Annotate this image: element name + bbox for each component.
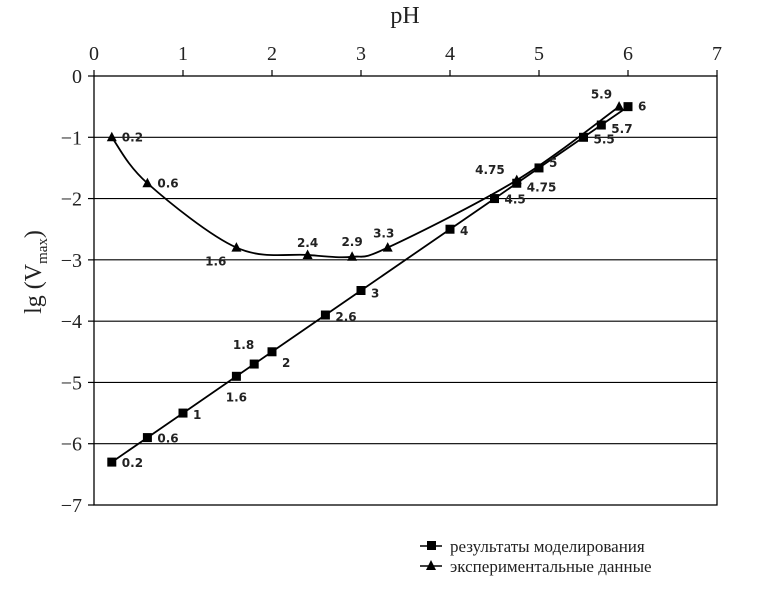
point-experiment [382, 242, 393, 252]
point-label-model: 5 [549, 156, 557, 170]
point-label-model: 6 [638, 100, 646, 114]
point-label-model: 0.2 [122, 456, 143, 470]
point-label-experiment: 0.2 [122, 130, 143, 144]
point-model [356, 286, 366, 295]
x-tick-label: 0 [89, 43, 99, 65]
x-axis-title: pH [390, 3, 419, 29]
point-model [320, 310, 330, 320]
y-axis-title-main: lg (V [21, 263, 47, 314]
x-tick-label: 1 [178, 43, 188, 65]
point-label-model: 2.6 [335, 310, 356, 324]
y-tick-label: −1 [61, 127, 82, 149]
point-model [142, 433, 152, 443]
y-tick-label: −7 [61, 495, 82, 517]
point-label-experiment: 2.4 [297, 236, 318, 250]
x-tick-label: 4 [445, 43, 455, 65]
legend: результаты моделирования экспериментальн… [420, 537, 652, 576]
point-experiment [106, 131, 117, 142]
x-tick-label: 5 [534, 43, 544, 65]
point-label-experiment: 5.9 [591, 88, 612, 102]
point-label-experiment: 0.6 [157, 176, 178, 190]
point-model [107, 457, 117, 467]
point-model [534, 163, 544, 173]
y-tick-label: −5 [61, 372, 82, 394]
gridlines [94, 136, 717, 445]
point-experiment [231, 242, 242, 252]
point-model [490, 194, 499, 204]
series-layer [106, 101, 633, 467]
x-tick-label: 2 [267, 43, 277, 65]
axes: 0 −1 −2 −3 −4 −5 −6 −7 0 1 2 3 4 5 6 7 [61, 43, 722, 517]
legend-triangle-marker [426, 560, 436, 570]
y-tick-label: −4 [61, 311, 82, 333]
point-label-model: 4 [460, 224, 468, 238]
point-label-experiment: 1.6 [205, 255, 226, 269]
legend-square-marker [427, 541, 436, 550]
point-label-model: 3 [371, 287, 379, 301]
point-model [623, 102, 633, 112]
point-model [249, 359, 259, 369]
point-label-model: 4.5 [505, 193, 526, 207]
point-label-model: 5.5 [594, 132, 615, 146]
point-label-experiment: 4.75 [475, 163, 505, 177]
point-label-model: 0.6 [157, 432, 178, 446]
point-label-model: 4.75 [527, 180, 557, 194]
y-axis-title-subscript: max [35, 238, 51, 264]
point-label-model: 5.7 [611, 122, 632, 136]
y-tick-label: −2 [61, 189, 82, 211]
point-model [445, 224, 455, 234]
point-label-experiment: 2.9 [341, 235, 362, 249]
plot-frame [93, 75, 718, 506]
x-tick-label: 3 [356, 43, 366, 65]
legend-label-model: результаты моделирования [450, 537, 645, 556]
x-tick-label: 6 [623, 43, 633, 65]
point-model [178, 408, 188, 418]
point-experiment [614, 101, 625, 111]
point-label-experiment: 3.3 [373, 227, 394, 241]
y-tick-label: −6 [61, 434, 82, 456]
point-model [267, 347, 277, 357]
point-label-model: 2 [282, 356, 290, 370]
point-label-model: 1.6 [226, 390, 247, 404]
point-experiment [347, 251, 358, 261]
point-experiment [511, 174, 522, 185]
y-tick-label: −3 [61, 250, 82, 272]
point-model [231, 371, 241, 381]
x-tick-label: 7 [712, 43, 722, 65]
point-experiment [302, 249, 313, 259]
point-label-model: 1 [193, 408, 201, 422]
point-labels: 0.20.611.61.822.6344.54.7555.55.760.20.6… [122, 88, 647, 470]
point-model [579, 132, 588, 142]
y-tick-label: 0 [72, 66, 82, 88]
point-model [596, 120, 606, 130]
y-axis-title: lg (Vmax) [21, 230, 51, 314]
y-axis-title-close: ) [21, 230, 47, 238]
point-experiment [142, 177, 153, 188]
legend-label-experiment: экспериментальные данные [450, 557, 652, 576]
point-label-model: 1.8 [233, 338, 254, 352]
